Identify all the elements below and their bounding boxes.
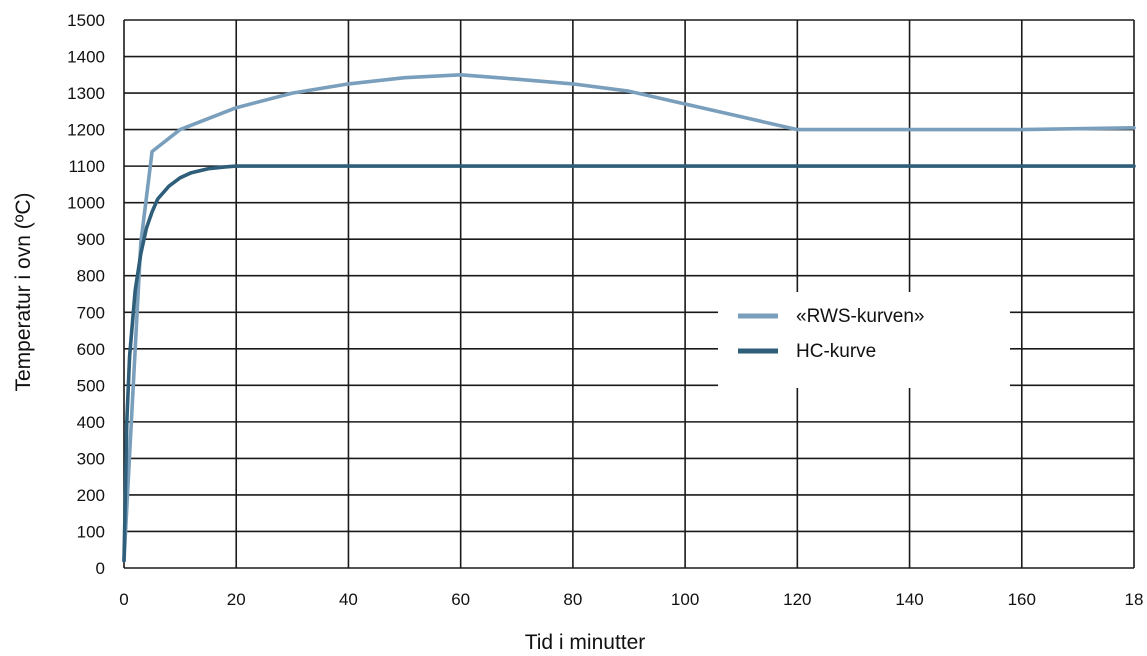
y-tick-label-300: 300 bbox=[77, 449, 105, 468]
y-tick-label-1100: 1100 bbox=[68, 157, 105, 176]
x-tick-label-120: 120 bbox=[783, 590, 811, 609]
y-tick-label-100: 100 bbox=[77, 522, 105, 541]
legend-label-rws: «RWS-kurven» bbox=[796, 306, 924, 327]
y-tick-label-500: 500 bbox=[77, 376, 105, 395]
y-tick-label-700: 700 bbox=[77, 303, 105, 322]
x-tick-label-60: 60 bbox=[451, 590, 470, 609]
y-tick-label-800: 800 bbox=[77, 267, 105, 286]
y-tick-label-900: 900 bbox=[77, 230, 105, 249]
y-tick-label-400: 400 bbox=[77, 413, 105, 432]
y-axis-ticks: 0 100 200 300 400 500 600 700 800 900 1000 1100 1200… bbox=[67, 11, 105, 578]
x-tick-label-140: 140 bbox=[895, 590, 923, 609]
legend-box bbox=[718, 292, 1010, 388]
y-tick-label-600: 600 bbox=[77, 340, 105, 359]
legend: «RWS-kurven» HC-kurve bbox=[718, 292, 1010, 388]
series-line-rws bbox=[122, 73, 1136, 563]
y-tick-label-1300: 1300 bbox=[67, 84, 105, 103]
y-tick-label-0: 0 bbox=[96, 559, 105, 578]
x-tick-label-40: 40 bbox=[339, 590, 358, 609]
x-tick-label-0: 0 bbox=[119, 590, 128, 609]
y-tick-label-1200: 1200 bbox=[67, 121, 105, 140]
x-tick-label-80: 80 bbox=[563, 590, 582, 609]
x-tick-label-160: 160 bbox=[1008, 590, 1036, 609]
x-tick-label-20: 20 bbox=[227, 590, 246, 609]
x-tick-label-100: 100 bbox=[671, 590, 699, 609]
series-line-hc bbox=[122, 164, 1136, 563]
series-group bbox=[122, 73, 1136, 563]
x-tick-label-180: 18 bbox=[1125, 590, 1144, 609]
y-axis-title: Temperatur i ovn (ºC) bbox=[12, 192, 35, 391]
y-tick-label-1500: 1500 bbox=[67, 11, 105, 30]
x-axis-ticks: 0 20 40 60 80 100 120 140 160 18 bbox=[119, 590, 1143, 609]
y-tick-label-1000: 1000 bbox=[67, 194, 105, 213]
x-axis-title: Tid i minutter bbox=[525, 631, 646, 654]
legend-label-hc: HC-kurve bbox=[796, 341, 876, 362]
y-tick-label-1400: 1400 bbox=[67, 48, 105, 67]
y-tick-label-200: 200 bbox=[77, 486, 105, 505]
